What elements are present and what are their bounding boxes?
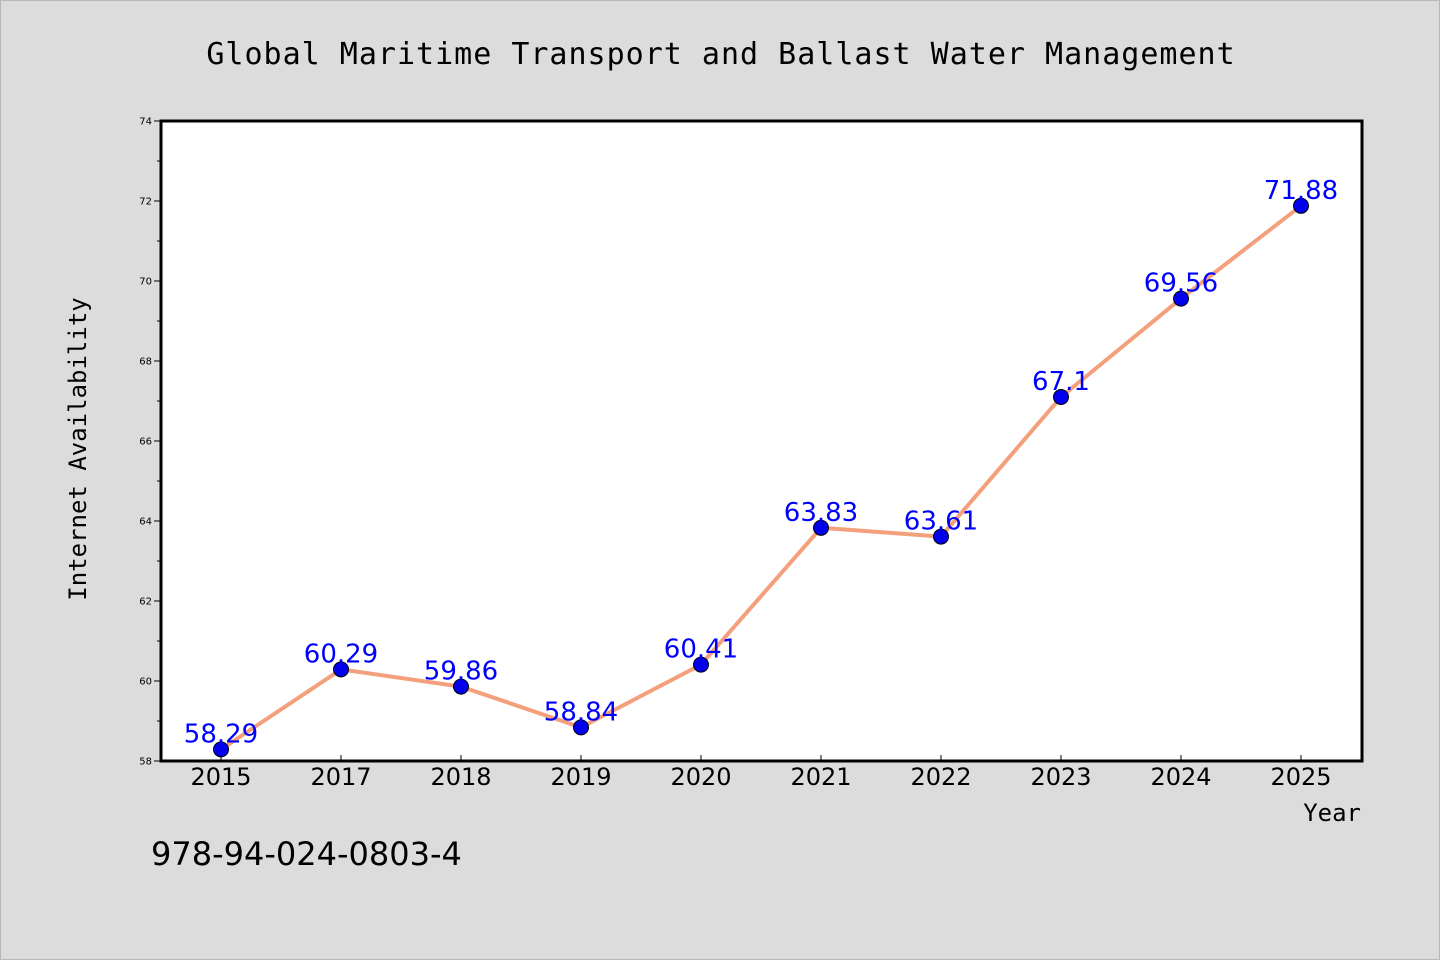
x-tick-label: 2023: [1030, 763, 1091, 791]
x-tick-label: 2021: [790, 763, 851, 791]
data-label: 69.56: [1144, 269, 1218, 299]
data-label: 59.86: [424, 657, 498, 687]
chart-title: Global Maritime Transport and Ballast Wa…: [206, 37, 1235, 72]
data-point: [213, 741, 229, 758]
data-labels: 58.29 60.29 59.86 58.84 60.41 63.83 63.61 67.1 6…: [184, 176, 1338, 750]
y-axis-label: Internet Availability: [64, 297, 92, 600]
data-label: 58.84: [544, 697, 618, 727]
x-axis-label: Year: [1303, 799, 1361, 827]
y-tick-label: 74: [139, 117, 152, 128]
y-tick-label: 62: [139, 597, 152, 608]
x-tick-label: 2015: [190, 763, 251, 791]
plot-area: [159, 119, 1364, 763]
data-point: [453, 678, 469, 695]
data-label: 60.41: [664, 635, 738, 665]
x-tick-label: 2020: [670, 763, 731, 791]
data-label: 67.1: [1032, 367, 1090, 397]
data-point: [813, 519, 829, 536]
data-label: 71.88: [1264, 176, 1338, 206]
x-tick-label: 2024: [1150, 763, 1211, 791]
data-label: 63.83: [784, 498, 858, 528]
y-tick-label: 72: [139, 197, 152, 208]
y-axis: 58 60 62 64 66 68 70 72 74: [139, 117, 161, 768]
data-point: [1173, 290, 1189, 307]
series-line: [219, 204, 1303, 752]
x-tick-label: 2025: [1270, 763, 1331, 791]
x-tick-label: 2019: [550, 763, 611, 791]
data-point: [333, 661, 349, 678]
data-markers: [213, 197, 1309, 758]
y-tick-label: 64: [139, 517, 152, 528]
y-tick-label: 60: [139, 677, 152, 688]
data-point: [1053, 389, 1069, 405]
data-point: [573, 719, 589, 736]
y-tick-label: 70: [139, 277, 152, 288]
data-point: [693, 656, 709, 673]
y-tick-label: 58: [139, 757, 152, 768]
isbn-annotation: 978-94-024-0803-4: [151, 835, 462, 873]
data-label: 58.29: [184, 719, 258, 749]
x-tick-label: 2018: [430, 763, 491, 791]
data-point: [1293, 197, 1309, 214]
y-tick-label: 68: [139, 357, 152, 368]
x-tick-label: 2017: [310, 763, 371, 791]
data-point: [933, 528, 949, 545]
x-axis: 2015 2017 2018 2019 2020 2021 2022 2023 2024 2025: [190, 755, 1332, 791]
data-label: 60.29: [304, 639, 378, 669]
y-tick-label: 66: [139, 437, 152, 448]
data-label: 63.61: [904, 507, 978, 537]
x-tick-label: 2022: [910, 763, 971, 791]
